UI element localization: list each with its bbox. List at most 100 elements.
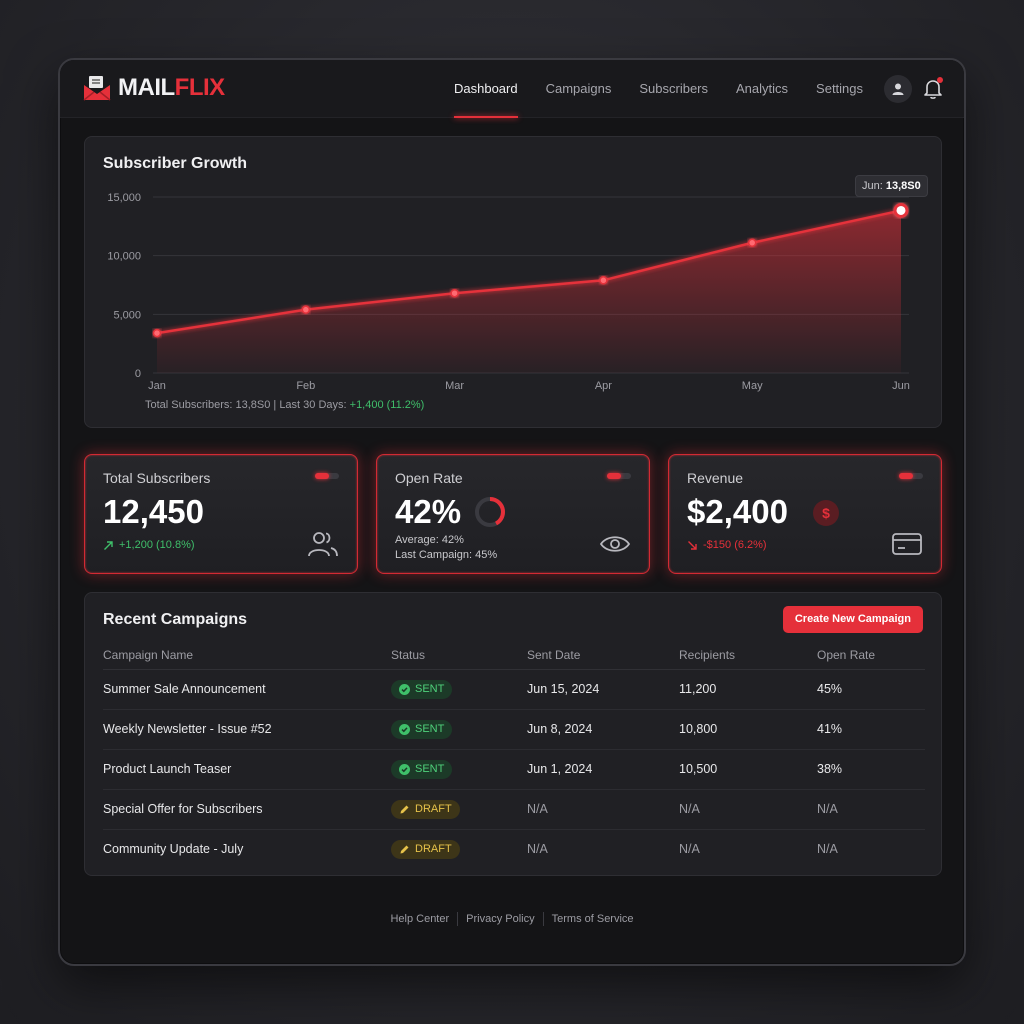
column-header[interactable]: Status <box>391 641 527 670</box>
column-header[interactable]: Sent Date <box>527 641 679 670</box>
open-rate: N/A <box>817 789 925 830</box>
top-navigation-bar: MAILFLIX Dashboard Campaigns Subscribers… <box>60 60 964 118</box>
create-campaign-button[interactable]: Create New Campaign <box>782 606 923 633</box>
total-subscribers-card[interactable]: Total Subscribers 12,450 +1,200 (10.8%) <box>84 454 358 574</box>
open-rate-card[interactable]: Open Rate 42% Average: 42% Last Campaign… <box>376 454 650 574</box>
table-row[interactable]: Summer Sale Announcement SENT Jun 15, 2024… <box>103 669 925 710</box>
arrow-up-right-icon <box>104 540 113 550</box>
campaign-name[interactable]: Product Launch Teaser <box>103 749 391 790</box>
data-point <box>450 288 459 298</box>
column-header[interactable]: Open Rate <box>817 641 925 670</box>
x-tick-label: May <box>742 380 763 392</box>
campaign-status: SENT <box>391 669 527 710</box>
recipients: 10,500 <box>679 749 817 790</box>
footer: Help Center Privacy Policy Terms of Servic… <box>60 912 964 926</box>
open-rate: 41% <box>817 709 925 750</box>
status-badge: SENT <box>391 759 453 779</box>
card-delta-text: +1,200 (10.8%) <box>119 539 195 551</box>
x-tick-label: Jun <box>892 380 910 392</box>
logo[interactable]: MAILFLIX <box>82 74 225 102</box>
y-tick-label: 15,000 <box>107 192 141 204</box>
y-tick-label: 5,000 <box>113 309 141 321</box>
subscriber-growth-chart: 0 5,000 10,000 15,000 Jan Feb Mar Apr May Jun <box>107 192 910 392</box>
y-tick-label: 0 <box>135 368 141 380</box>
nav-subscribers[interactable]: Subscribers <box>639 81 709 96</box>
sent-date: Jun 8, 2024 <box>527 709 679 750</box>
pencil-icon <box>400 805 409 813</box>
user-avatar-button[interactable] <box>884 75 912 103</box>
chart-tooltip: Jun: 13,8S0 <box>855 175 928 197</box>
campaign-status: DRAFT <box>391 829 527 869</box>
campaign-status: DRAFT <box>391 789 527 830</box>
status-badge: DRAFT <box>391 799 460 819</box>
card-label: Open Rate <box>395 470 463 486</box>
campaign-status: SENT <box>391 749 527 790</box>
revenue-card[interactable]: Revenue $2,400 $ -$150 (6.2%) <box>668 454 942 574</box>
open-rate: 38% <box>817 749 925 790</box>
campaign-name[interactable]: Summer Sale Announcement <box>103 669 391 710</box>
status-text: DRAFT <box>415 803 452 815</box>
chart-summary-delta: +1,400 (11.2%) <box>349 399 425 411</box>
logo-text-mail: MAIL <box>118 74 175 101</box>
status-text: DRAFT <box>415 843 452 856</box>
column-header[interactable]: Campaign Name <box>103 641 391 670</box>
notification-dot <box>937 77 943 83</box>
status-text: SENT <box>415 723 445 735</box>
notifications-button[interactable] <box>922 77 944 101</box>
data-point <box>599 276 608 285</box>
status-badge: SENT <box>391 719 453 739</box>
card-toggle[interactable] <box>315 473 339 479</box>
campaigns-table: Campaign Name Status Sent Date Recipient… <box>103 641 925 869</box>
users-icon <box>308 532 338 557</box>
table-row[interactable]: Special Offer for Subscribers DRAFT N/A N/A… <box>103 789 925 830</box>
footer-separator <box>542 912 544 926</box>
sent-date: N/A <box>527 842 548 857</box>
card-toggle[interactable] <box>899 473 923 479</box>
logo-text-flix: FLIX <box>174 74 226 101</box>
card-label: Revenue <box>687 470 744 486</box>
nav-campaigns[interactable]: Campaigns <box>545 81 612 96</box>
card-last-campaign: Last Campaign: 45% <box>395 549 498 561</box>
logo-text: MAILFLIX <box>118 74 225 102</box>
campaign-name[interactable]: Community Update - July <box>103 842 244 857</box>
area-fill <box>157 210 901 373</box>
footer-privacy-link[interactable]: Privacy Policy <box>466 912 535 925</box>
card-average: Average: 42% <box>395 534 464 546</box>
arrow-down-right-icon <box>688 540 697 550</box>
bell-icon <box>924 80 942 99</box>
main-nav: Dashboard Campaigns Subscribers Analytic… <box>440 60 877 118</box>
sent-date: Jun 15, 2024 <box>527 669 679 710</box>
table-row[interactable]: Product Launch Teaser SENT Jun 1, 2024 10,5… <box>103 749 925 790</box>
card-value: 42% <box>395 493 462 530</box>
x-tick-label: Apr <box>595 380 612 392</box>
eye-icon <box>599 536 631 552</box>
campaign-name[interactable]: Weekly Newsletter - Issue #52 <box>103 709 391 750</box>
check-circle-icon <box>399 723 410 735</box>
card-toggle[interactable] <box>607 473 631 479</box>
status-text: SENT <box>415 683 445 695</box>
nav-dashboard[interactable]: Dashboard <box>440 60 532 118</box>
data-point <box>747 238 757 248</box>
table-row[interactable]: Community Update - July DRAFT N/A N/A N/A <box>103 829 925 869</box>
card-delta: +1,200 (10.8%) <box>103 539 195 551</box>
card-value: $2,400 <box>687 493 788 530</box>
campaign-name[interactable]: Special Offer for Subscribers <box>103 789 391 830</box>
status-badge: DRAFT <box>391 839 460 859</box>
nav-settings[interactable]: Settings <box>816 81 864 96</box>
open-rate: 45% <box>817 669 925 710</box>
footer-separator <box>457 912 459 926</box>
footer-help-center-link[interactable]: Help Center <box>390 912 450 925</box>
credit-card-icon <box>892 533 922 555</box>
card-value: 12,450 <box>103 493 204 530</box>
x-tick-label: Mar <box>445 380 464 392</box>
data-point <box>152 328 162 338</box>
x-tick-label: Jan <box>148 380 166 392</box>
footer-terms-link[interactable]: Terms of Service <box>551 912 634 925</box>
card-delta-text: -$150 (6.2%) <box>703 539 767 551</box>
nav-analytics[interactable]: Analytics <box>736 81 789 96</box>
sent-date: Jun 1, 2024 <box>527 749 679 790</box>
column-header[interactable]: Recipients <box>679 641 817 670</box>
table-row[interactable]: Weekly Newsletter - Issue #52 SENT Jun 8, … <box>103 709 925 750</box>
chart-summary: Total Subscribers: 13,8S0 | Last 30 Days… <box>145 399 424 411</box>
x-tick-label: Feb <box>296 380 315 392</box>
